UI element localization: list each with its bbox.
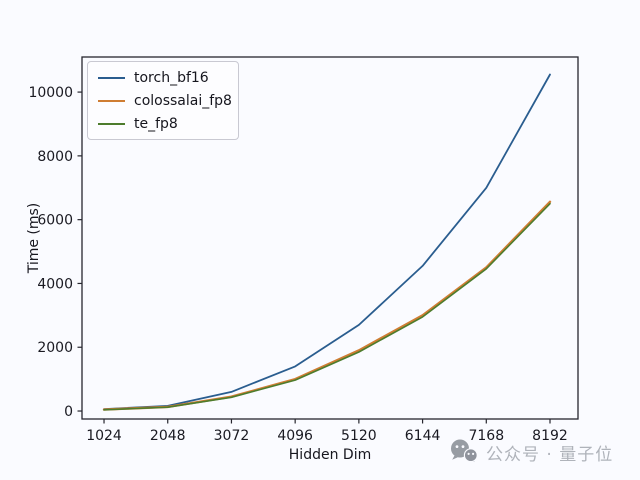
legend-item-colossalai-fp8: colossalai_fp8	[98, 92, 232, 109]
legend-label-torch-bf16: torch_bf16	[134, 69, 209, 86]
x-tick-label: 1024	[86, 428, 122, 444]
x-tick-label: 5120	[341, 428, 377, 444]
legend: torch_bf16 colossalai_fp8 te_fp8	[87, 61, 239, 140]
y-tick-label: 4000	[37, 276, 73, 292]
legend-line-sample-colossalai-fp8	[98, 99, 125, 102]
series-line-colossalai_fp8	[102, 200, 552, 411]
x-tick-label: 3072	[214, 428, 250, 444]
x-tick-label: 6144	[405, 428, 441, 444]
y-tick-label: 2000	[37, 340, 73, 356]
wechat-icon	[451, 439, 478, 465]
axes-border	[81, 56, 579, 420]
y-tick-label: 10000	[28, 85, 73, 101]
x-tick-label: 4096	[277, 428, 313, 444]
x-tick-label: 8192	[532, 428, 568, 444]
x-axis-title: Hidden Dim	[288, 447, 372, 463]
legend-item-torch-bf16: torch_bf16	[98, 69, 228, 86]
y-tick-label: 8000	[37, 149, 73, 165]
watermark-text: 公众号 · 量子位	[486, 444, 614, 465]
y-axis-title: Time (ms)	[26, 202, 42, 274]
watermark: 公众号 · 量子位	[449, 438, 613, 466]
series-line-te_fp8	[103, 202, 551, 411]
legend-line-sample-te-fp8	[98, 122, 125, 125]
legend-item-te-fp8: te_fp8	[98, 115, 228, 132]
y-tick-label: 6000	[37, 213, 73, 229]
x-tick-label: 2048	[150, 428, 186, 444]
legend-label-colossalai-fp8: colossalai_fp8	[134, 92, 232, 109]
x-tick-label: 7168	[468, 428, 504, 444]
y-tick-label: 0	[64, 404, 73, 420]
series-line-torch_bf16	[103, 73, 551, 411]
legend-line-sample-torch-bf16	[98, 76, 125, 79]
legend-label-te-fp8: te_fp8	[134, 115, 178, 132]
